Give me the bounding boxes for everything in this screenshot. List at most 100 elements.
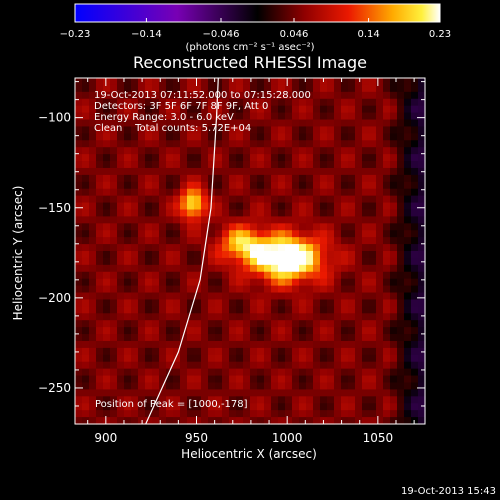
heatmap-cell — [229, 285, 237, 294]
heatmap-cell — [348, 251, 356, 259]
heatmap-cell — [404, 347, 412, 356]
heatmap-cell — [173, 389, 181, 397]
heatmap-cell — [411, 306, 419, 314]
heatmap-cell — [124, 299, 132, 307]
heatmap-cell — [362, 209, 370, 217]
heatmap-cell — [313, 126, 321, 134]
heatmap-cell — [152, 237, 160, 245]
heatmap-cell — [341, 403, 349, 411]
heatmap-cell — [236, 223, 244, 231]
heatmap-cell — [418, 84, 426, 93]
heatmap-cell — [201, 209, 209, 217]
heatmap-cell — [110, 244, 118, 252]
heatmap-cell — [208, 209, 216, 217]
heatmap-cell — [320, 334, 328, 342]
heatmap-cell — [194, 340, 202, 349]
heatmap-cell — [75, 126, 83, 134]
heatmap-cell — [110, 306, 118, 314]
heatmap-cell — [278, 209, 286, 217]
heatmap-cell — [320, 112, 328, 121]
heatmap-cell — [397, 147, 405, 155]
heatmap-cell — [390, 347, 398, 356]
heatmap-cell — [215, 133, 223, 141]
heatmap-cell — [334, 320, 342, 328]
heatmap-cell — [243, 202, 251, 211]
heatmap-cell — [341, 306, 349, 314]
heatmap-cell — [390, 195, 398, 204]
heatmap-cell — [131, 320, 139, 328]
heatmap-cell — [327, 285, 335, 294]
heatmap-cell — [124, 154, 132, 162]
heatmap-cell — [376, 188, 384, 197]
heatmap-cell — [383, 140, 391, 148]
heatmap-cell — [145, 354, 153, 363]
heatmap-cell — [166, 181, 174, 190]
heatmap-cell — [201, 154, 209, 162]
heatmap-cell — [355, 119, 363, 128]
heatmap-cell — [390, 410, 398, 418]
heatmap-cell — [96, 410, 104, 418]
heatmap-cell — [348, 375, 356, 384]
heatmap-cell — [131, 140, 139, 148]
heatmap-cell — [348, 188, 356, 197]
heatmap-cell — [271, 251, 279, 259]
heatmap-cell — [159, 195, 167, 204]
heatmap-cell — [187, 98, 195, 107]
heatmap-cell — [152, 161, 160, 169]
heatmap-cell — [166, 285, 174, 294]
heatmap-cell — [313, 257, 321, 266]
heatmap-cell — [173, 271, 181, 280]
heatmap-cell — [173, 78, 181, 86]
heatmap-cell — [418, 292, 426, 301]
heatmap-cell — [82, 285, 90, 294]
heatmap-cell — [222, 389, 230, 397]
heatmap-cell — [96, 161, 104, 169]
heatmap-cell — [236, 361, 244, 370]
heatmap-cell — [208, 417, 216, 425]
heatmap-cell — [250, 195, 258, 204]
heatmap-cell — [166, 264, 174, 273]
heatmap-cell — [292, 237, 300, 245]
heatmap-cell — [264, 292, 272, 301]
heatmap-cell — [334, 340, 342, 349]
heatmap-cell — [103, 202, 111, 211]
heatmap-cell — [264, 313, 272, 321]
heatmap-cell — [215, 340, 223, 349]
heatmap-cell — [369, 278, 377, 287]
heatmap-cell — [222, 320, 230, 328]
heatmap-cell — [313, 237, 321, 245]
heatmap-cell — [369, 78, 377, 86]
heatmap-cell — [117, 84, 125, 93]
heatmap-cell — [285, 306, 293, 314]
heatmap-cell — [264, 389, 272, 397]
heatmap-cell — [292, 389, 300, 397]
heatmap-cell — [145, 167, 153, 176]
heatmap-cell — [418, 334, 426, 342]
heatmap-cell — [355, 410, 363, 418]
heatmap-cell — [313, 209, 321, 217]
heatmap-cell — [376, 223, 384, 231]
heatmap-cell — [166, 237, 174, 245]
heatmap-cell — [362, 202, 370, 211]
heatmap-cell — [75, 237, 83, 245]
heatmap-cell — [243, 209, 251, 217]
heatmap-cell — [306, 195, 314, 204]
heatmap-cell — [222, 313, 230, 321]
heatmap-cell — [138, 285, 146, 294]
heatmap-cell — [348, 271, 356, 280]
heatmap-cell — [110, 161, 118, 169]
heatmap-cell — [285, 154, 293, 162]
heatmap-cell — [362, 264, 370, 273]
heatmap-cell — [257, 195, 265, 204]
heatmap-cell — [138, 181, 146, 190]
heatmap-cell — [341, 209, 349, 217]
heatmap-cell — [145, 91, 153, 100]
heatmap-cell — [404, 84, 412, 93]
heatmap-cell — [299, 223, 307, 231]
heatmap-cell — [355, 368, 363, 377]
heatmap-cell — [306, 147, 314, 155]
heatmap-cell — [229, 209, 237, 217]
heatmap-cell — [299, 244, 307, 252]
heatmap-cell — [75, 140, 83, 148]
heatmap-cell — [152, 174, 160, 183]
